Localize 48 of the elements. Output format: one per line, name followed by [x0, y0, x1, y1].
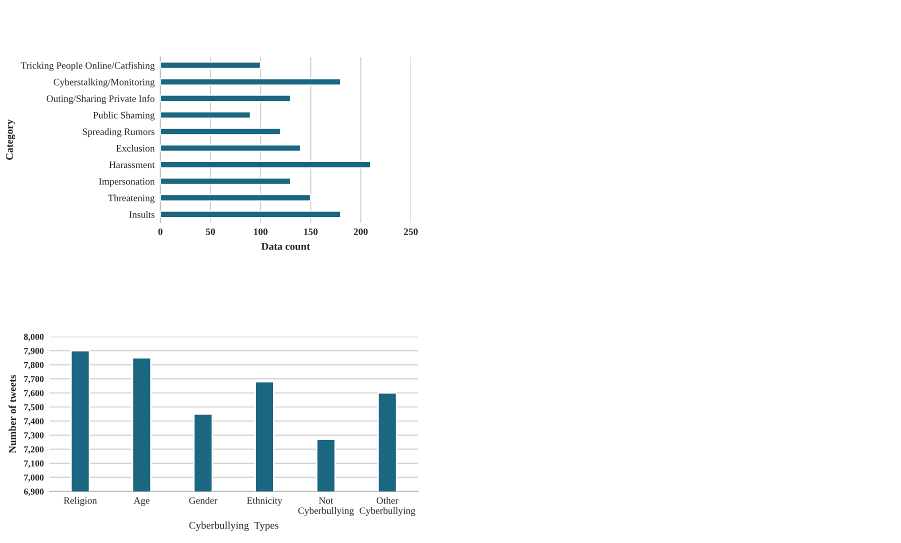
y-tick-label: 7,500 — [24, 404, 44, 412]
bar — [160, 61, 262, 70]
x-axis-title: Cyberbullying Types — [189, 522, 278, 532]
x-tick-label: 200 — [354, 228, 368, 236]
y-tick-label: 7,300 — [24, 432, 44, 440]
y-tick-label: Insults — [129, 210, 154, 218]
x-tick-label: Age — [134, 497, 150, 506]
y-tick-label: 7,700 — [24, 376, 44, 384]
y-tick-label: Cyberstalking/Monitoring — [54, 78, 155, 88]
y-tick-label: 7,600 — [24, 390, 44, 398]
y-tick-label: 8,000 — [24, 334, 44, 342]
y-tick-label: Threatening — [108, 194, 155, 204]
bar — [160, 94, 292, 102]
bar — [160, 78, 342, 86]
y-axis-title: Category — [6, 119, 16, 160]
y-tick-label: 7,400 — [24, 418, 44, 426]
y-tick-label: 7,100 — [24, 460, 44, 468]
bar — [160, 177, 292, 186]
bar — [160, 144, 302, 152]
x-tick-label: Gender — [189, 496, 218, 504]
x-tick-label: 100 — [254, 228, 268, 236]
y-tick-label: Tricking People Online/Catfishing — [20, 62, 155, 71]
bar — [160, 110, 252, 119]
x-tick-label: Religion — [64, 496, 97, 506]
y-tick-label: 6,900 — [24, 488, 44, 496]
bar — [160, 194, 312, 202]
y-tick-label: Outing/Sharing Private Info — [46, 94, 154, 104]
bar — [160, 128, 282, 136]
y-tick-label: 7,000 — [24, 474, 44, 482]
y-tick-label: Harassment — [109, 162, 155, 168]
y-tick-label: Spreading Rumors — [82, 128, 154, 138]
x-tick-label: Other Cyberbullying — [360, 496, 416, 516]
x-tick-label: 150 — [304, 228, 318, 236]
y-tick-label: Exclusion — [116, 144, 155, 152]
y-tick-label: Impersonation — [99, 178, 155, 187]
y-tick-label: Public Shaming — [93, 112, 155, 120]
y-tick-label: 7,200 — [24, 446, 44, 454]
x-axis-title: Data count — [261, 242, 310, 250]
x-tick-label: 50 — [206, 228, 215, 236]
x-tick-label: 0 — [158, 228, 162, 236]
y-axis-title: Number of tweets — [8, 375, 16, 454]
bar — [160, 160, 372, 169]
y-tick-label: 7,800 — [24, 362, 44, 370]
bar — [160, 210, 342, 218]
x-tick-label: Ethnicity — [246, 496, 282, 506]
x-tick-label: Not Cyberbullying — [298, 497, 354, 516]
x-tick-label: 250 — [404, 228, 418, 236]
y-tick-label: 7,900 — [24, 348, 44, 356]
